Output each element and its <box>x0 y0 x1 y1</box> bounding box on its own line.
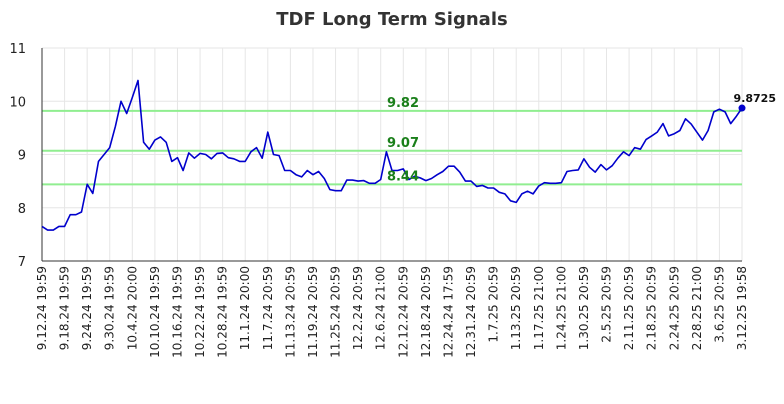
signal-label: 9.07 <box>387 136 419 151</box>
grid-layer <box>41 47 743 262</box>
last-value-marker <box>738 104 746 112</box>
x-tick-label: 10.16.24 19:59 <box>170 266 184 358</box>
signal-label: 9.82 <box>387 96 419 111</box>
x-tick-label: 3.6.25 20:59 <box>712 266 726 343</box>
signal-label: 8.44 <box>387 169 419 184</box>
x-tick-label: 10.10.24 19:59 <box>148 266 162 358</box>
y-tick-labels: 7 8 9 10 11 <box>9 42 26 270</box>
x-tick-label: 11.1.24 20:00 <box>238 266 252 350</box>
y-tick-label: 10 <box>9 95 26 110</box>
x-tick-label: 12.2.24 20:59 <box>351 266 365 350</box>
x-tick-label: 9.24.24 19:59 <box>80 266 94 350</box>
x-tick-label: 9.30.24 19:59 <box>103 266 117 350</box>
annotation-layer: 9.82 9.07 8.44 9.8725 <box>387 92 776 184</box>
x-tick-label: 1.17.25 21:00 <box>532 266 546 350</box>
x-tick-label: 10.4.24 20:00 <box>125 266 139 350</box>
y-tick-label: 8 <box>18 202 26 217</box>
x-tick-label: 1.30.25 20:59 <box>577 266 591 350</box>
x-tick-label: 12.6.24 21:00 <box>374 266 388 350</box>
x-tick-label: 10.22.24 19:59 <box>193 266 207 358</box>
x-tick-label: 2.18.25 20:59 <box>645 266 659 350</box>
x-tick-label: 2.5.25 20:59 <box>600 266 614 343</box>
series-layer <box>41 79 746 231</box>
x-tick-label: 11.7.24 20:59 <box>261 266 275 350</box>
price-series-line <box>41 79 743 231</box>
signal-layer <box>42 109 742 186</box>
x-tick-label: 12.31.24 20:59 <box>464 266 478 358</box>
x-tick-label: 11.25.24 20:59 <box>329 266 343 358</box>
x-tick-label: 2.24.25 20:59 <box>667 266 681 350</box>
chart-title: TDF Long Term Signals <box>276 9 507 30</box>
x-tick-label: 11.13.24 20:59 <box>283 266 297 358</box>
y-tick-label: 7 <box>18 255 26 270</box>
x-tick-label: 11.19.24 20:59 <box>306 266 320 358</box>
x-tick-label: 1.13.25 20:59 <box>509 266 523 350</box>
x-tick-label: 1.24.25 21:00 <box>554 266 568 350</box>
x-tick-label: 9.12.24 19:59 <box>35 266 49 350</box>
x-tick-label: 9.18.24 19:59 <box>58 266 72 350</box>
x-tick-label: 3.12.25 19:58 <box>735 266 749 350</box>
axis-layer <box>41 48 742 262</box>
y-tick-label: 11 <box>9 42 26 57</box>
x-tick-label: 12.12.24 20:59 <box>396 266 410 358</box>
x-tick-label: 12.18.24 20:59 <box>419 266 433 358</box>
x-tick-label: 10.28.24 19:59 <box>216 266 230 358</box>
x-tick-label: 2.28.25 21:00 <box>690 266 704 350</box>
last-value-label: 9.8725 <box>734 92 776 105</box>
y-tick-label: 9 <box>18 149 26 164</box>
x-tick-label: 1.7.25 20:59 <box>487 266 501 343</box>
x-tick-labels: 9.12.24 19:59 9.18.24 19:59 9.24.24 19:59 9… <box>35 266 749 358</box>
x-tick-label: 12.24.24 17:59 <box>441 266 455 358</box>
x-tick-label: 2.11.25 20:59 <box>622 266 636 350</box>
